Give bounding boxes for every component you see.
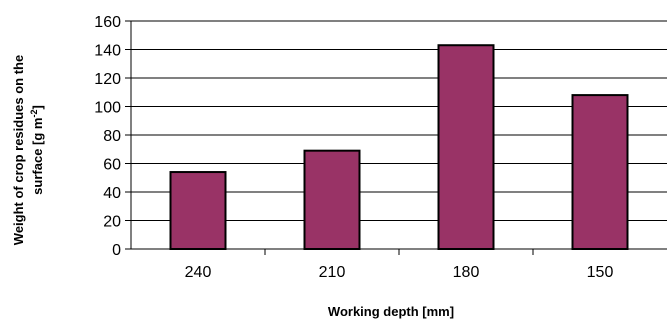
y-tick-label: 140: [94, 43, 121, 60]
y-tick-label: 100: [94, 100, 121, 117]
bar-150: [571, 94, 629, 250]
x-axis-title: Working depth [mm]: [328, 304, 454, 319]
y-axis-title-line2-suffix: ]: [30, 105, 45, 109]
x-tick-label: 210: [319, 264, 346, 281]
bar-210: [303, 149, 361, 250]
y-axis-title: Weight of crop residues on the surface […: [11, 55, 45, 245]
y-tick-label: 20: [103, 214, 121, 231]
x-tick-label: 240: [185, 264, 212, 281]
bar-240: [169, 171, 227, 250]
x-tick-label: 150: [587, 264, 614, 281]
y-tick-label: 0: [112, 242, 121, 259]
x-tick-labels: 240 210 180 150: [185, 264, 614, 281]
y-axis-title-line2: surface [g m-2]: [29, 105, 45, 195]
bar-180: [437, 44, 495, 250]
y-tick-label: 40: [103, 185, 121, 202]
y-axis-title-line2-prefix: surface [g m: [30, 118, 45, 195]
y-tick-labels: 0 20 40 60 80 100 120 140 160: [94, 14, 121, 259]
axes: [125, 20, 667, 255]
y-tick-label: 60: [103, 157, 121, 174]
y-axis-title-superscript: -2: [29, 110, 39, 118]
y-tick-label: 80: [103, 128, 121, 145]
bars: [169, 44, 629, 250]
x-tick-label: 180: [453, 264, 480, 281]
y-axis-title-line1: Weight of crop residues on the: [11, 55, 26, 245]
y-tick-label: 120: [94, 71, 121, 88]
y-tick-label: 160: [94, 14, 121, 31]
